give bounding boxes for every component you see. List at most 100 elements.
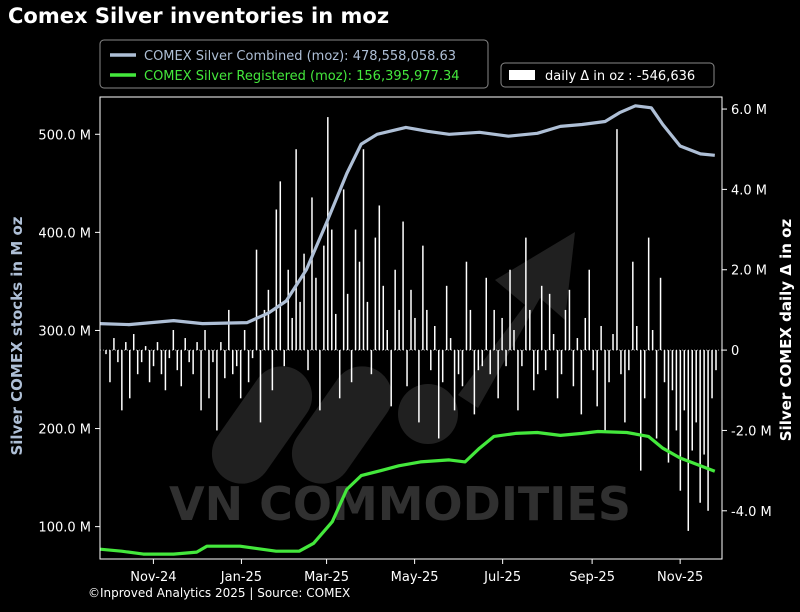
daily-delta-bar [125,342,127,351]
daily-delta-bar [394,269,396,351]
daily-delta-bar [228,309,230,351]
daily-delta-bar [537,350,539,375]
daily-delta-bar [200,350,202,411]
daily-delta-bar [628,350,630,371]
y2-tick-label: 4.0 M [731,183,767,198]
daily-delta-bar [243,330,246,351]
daily-delta-bar [691,350,693,451]
y2-axis-label: Silver COMEX daily Δ in oz [777,219,795,442]
legend-label-registered: COMEX Silver Registered (moz): 156,395,9… [144,69,460,84]
daily-delta-bar [636,325,638,351]
daily-delta-bar [160,350,163,375]
daily-delta-bar [386,330,388,351]
legend-box-bars [500,62,715,88]
y2-tick-label: -2.0 M [731,424,772,439]
daily-delta-bar [687,350,690,531]
daily-delta-bar [501,317,503,351]
daily-delta-bars [105,117,717,531]
daily-delta-bar [584,317,587,351]
daily-delta-bar [659,277,662,351]
daily-delta-bar [671,350,674,391]
daily-delta-bar [509,269,511,351]
y2-tick-label: 6.0 M [731,103,767,118]
daily-delta-bar [342,189,345,351]
daily-delta-bar [517,350,519,411]
daily-delta-bar [600,325,602,351]
legend-box [99,39,489,89]
y2-tick-label: 0 [731,344,739,359]
daily-delta-bar [398,309,400,351]
daily-delta-bar [552,334,555,351]
daily-delta-bar [263,309,266,351]
daily-delta-bar [608,350,610,383]
daily-delta-bar [477,350,480,371]
daily-delta-bar [445,285,448,351]
daily-delta-bar [533,350,535,391]
daily-delta-bar [663,350,666,383]
daily-delta-bar [255,249,258,351]
daily-delta-bar [374,237,377,351]
plot-frame [99,96,723,560]
y-axis-left: 100.0 M 200.0 M 300.0 M 400.0 M 500.0 M [38,128,100,536]
daily-delta-bar [422,245,424,351]
daily-delta-bar [679,350,682,491]
daily-delta-bar [338,350,341,399]
daily-delta-bar [212,350,214,363]
y-tick-label: 100.0 M [38,521,91,536]
x-tick-label: Nov-25 [657,570,703,585]
daily-delta-bar [271,350,274,391]
daily-delta-bar [358,261,361,351]
daily-delta-bar [426,309,428,351]
daily-delta-bar [604,350,606,431]
legend-label-bars: daily Δ in oz : -546,636 [545,69,695,84]
daily-delta-bar [675,350,678,431]
daily-delta-bar [196,342,198,351]
daily-delta-bar [711,350,713,399]
daily-delta-bar [366,301,369,351]
y-tick-label: 500.0 M [38,128,91,143]
daily-delta-bar [331,229,333,351]
daily-delta-bar [414,317,416,351]
daily-delta-bar [699,350,701,503]
daily-delta-bar [251,350,254,359]
daily-delta-bar [303,253,305,351]
daily-delta-bar [180,350,183,387]
daily-delta-bar [346,293,349,351]
daily-delta-bar [505,350,507,367]
daily-delta-bar [588,269,590,351]
daily-delta-bar [525,237,527,351]
daily-delta-bar [291,317,293,351]
daily-delta-bar [683,350,686,411]
y-tick-label: 300.0 M [38,324,91,339]
daily-delta-bar [188,350,190,363]
daily-delta-bar [556,350,559,399]
daily-delta-bar [485,277,488,351]
y-tick-label: 400.0 M [38,226,91,241]
daily-delta-bar [651,330,654,351]
daily-delta-bar [580,350,583,415]
daily-delta-bar [624,350,626,423]
x-tick-label: Sep-25 [569,570,615,585]
daily-delta-bar [334,313,337,351]
daily-delta-bar [513,330,515,351]
daily-delta-bar [224,350,226,379]
daily-delta-bar [299,301,301,351]
daily-delta-bar [148,350,151,383]
daily-delta-bar [164,350,167,391]
daily-delta-bar [315,277,317,351]
daily-delta-bar [283,350,285,367]
series-line-registered [99,429,716,556]
daily-delta-bar [465,261,468,351]
daily-delta-bar [620,350,622,375]
daily-delta-bar [184,338,186,351]
daily-delta-bar [129,350,131,399]
watermark-pill-left [211,366,313,484]
daily-delta-bar [144,346,147,351]
daily-delta-bar [457,350,460,375]
daily-delta-bar [136,350,139,375]
daily-delta-bar [319,350,321,411]
daily-delta-bar [140,350,143,363]
daily-delta-bar [647,237,650,351]
daily-delta-bar [529,309,531,351]
daily-delta-bar [437,350,440,439]
